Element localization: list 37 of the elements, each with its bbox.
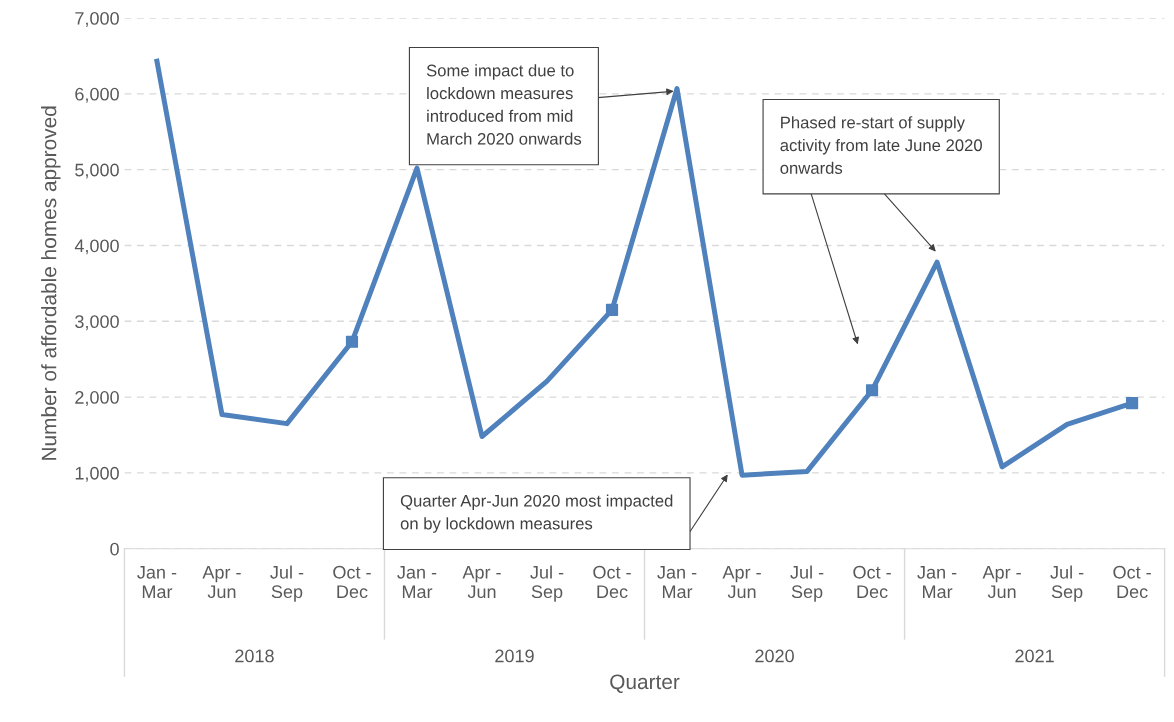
annotation: Some impact due to lockdown measures introduced from mid March 2020 onwards — [426, 64, 582, 145]
x-tick-label: Apr - Jun — [722, 566, 761, 599]
point — [865, 384, 879, 397]
annotation: Phased re-start of supply activity from late June 2020 onwards — [780, 116, 982, 174]
x-tick-label: Jan - Mar — [397, 566, 437, 599]
x-tick-label: Oct - Dec — [853, 565, 891, 599]
text: 2020 — [755, 649, 794, 663]
point — [345, 335, 359, 348]
y-tick-label: 7,000 — [75, 11, 119, 27]
x-tick-label: Jan - Mar — [137, 566, 177, 599]
x-axis-title: Quarter — [610, 674, 680, 693]
annotation: Quarter Apr-Jun 2020 most impacted on by lockdown measures — [400, 494, 673, 533]
x-tick-label: Oct - Dec — [1113, 565, 1151, 599]
x-tick-label: Jul - Sep — [270, 565, 304, 602]
x-tick-label: Oct - Dec — [593, 565, 631, 599]
x-tick-label: Oct - Dec — [333, 565, 371, 599]
x-tick-label: Apr - Jun — [202, 566, 241, 599]
x-tick-label: Jul - Sep — [530, 565, 564, 602]
y-tick-label: 0 — [110, 542, 119, 556]
x-tick-label: Apr - Jun — [462, 566, 501, 599]
text: 2021 — [1015, 649, 1054, 663]
x-tick-label: Apr - Jun — [982, 566, 1021, 599]
y-axis-title: Number of affordable homes approved — [41, 106, 61, 460]
y-tick-label: 1,000 — [75, 466, 119, 482]
x-tick-label: Jul - Sep — [790, 565, 824, 602]
y-tick-label: 5,000 — [75, 163, 119, 179]
y-tick-label: 2,000 — [75, 391, 119, 406]
x-tick-label: Jan - Mar — [657, 566, 697, 599]
y-tick-label: 4,000 — [74, 239, 119, 255]
x-tick-label: Jul - Sep — [1050, 565, 1084, 602]
text: 2019 — [495, 649, 534, 663]
point — [1126, 397, 1139, 410]
point — [605, 303, 619, 316]
x-tick-label: Jan - Mar — [917, 566, 957, 599]
y-tick-label: 6,000 — [75, 87, 119, 103]
text: 2018 — [235, 649, 274, 663]
y-tick-label: 3,000 — [75, 315, 119, 331]
